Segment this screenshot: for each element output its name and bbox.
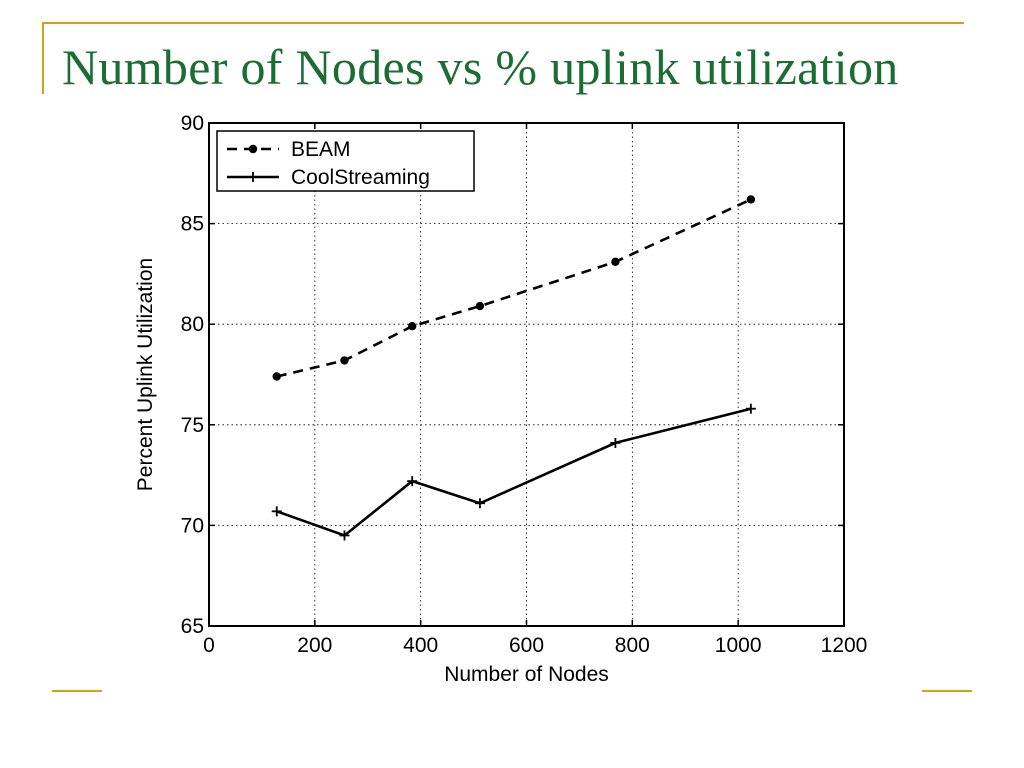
slide-frame-bottom-left-rule <box>52 690 102 692</box>
data-point-beam <box>611 257 620 267</box>
x-tick-label: 1000 <box>715 634 762 657</box>
chart-panel: 0 200 400 600 800 1000 1200 65 70 75 80 85 90 Number … <box>102 106 922 690</box>
slide-frame-top-rule <box>42 22 964 24</box>
x-tick-label: 600 <box>509 634 544 657</box>
x-axis-label: Number of Nodes <box>444 663 609 686</box>
data-point-coolstreaming <box>610 437 621 448</box>
legend-label-beam: BEAM <box>291 138 351 161</box>
data-point-coolstreaming <box>339 530 350 541</box>
data-point-coolstreaming <box>474 498 485 509</box>
x-tick-label: 200 <box>297 634 332 657</box>
slide-frame-bottom-right-rule <box>922 690 972 692</box>
y-tick-label: 75 <box>181 414 204 437</box>
y-tick-label: 80 <box>181 313 204 336</box>
y-tick-label: 90 <box>181 112 204 135</box>
data-point-beam <box>340 356 349 365</box>
slide-frame-left-rule <box>42 22 44 94</box>
data-point-beam <box>408 322 417 331</box>
series-line-coolstreaming <box>276 407 752 537</box>
legend-box <box>216 130 475 192</box>
y-axis-label: Percent Uplink Utilization <box>134 258 157 491</box>
data-point-coolstreaming <box>407 476 418 487</box>
x-tick-label: 800 <box>615 634 650 657</box>
y-tick-label: 70 <box>181 514 204 537</box>
data-point-beam <box>272 372 281 381</box>
legend-marker-beam <box>248 144 258 154</box>
x-tick-label: 1200 <box>821 634 868 657</box>
y-tick-label: 65 <box>181 615 204 638</box>
legend-label-coolstreaming: CoolStreaming <box>291 166 430 189</box>
series-line-beam <box>276 198 752 378</box>
y-tick-label: 85 <box>181 213 204 236</box>
line-chart: 0 200 400 600 800 1000 1200 65 70 75 80 85 90 Number … <box>134 112 868 686</box>
slide-title: Number of Nodes vs % uplink utilization <box>62 39 899 95</box>
legend-marker-coolstreaming <box>248 172 258 182</box>
data-point-coolstreaming <box>745 403 756 414</box>
data-point-coolstreaming <box>271 506 282 517</box>
x-tick-label: 0 <box>203 634 215 657</box>
x-tick-label: 400 <box>403 634 438 657</box>
data-point-beam <box>475 301 485 311</box>
data-point-beam <box>746 195 756 204</box>
